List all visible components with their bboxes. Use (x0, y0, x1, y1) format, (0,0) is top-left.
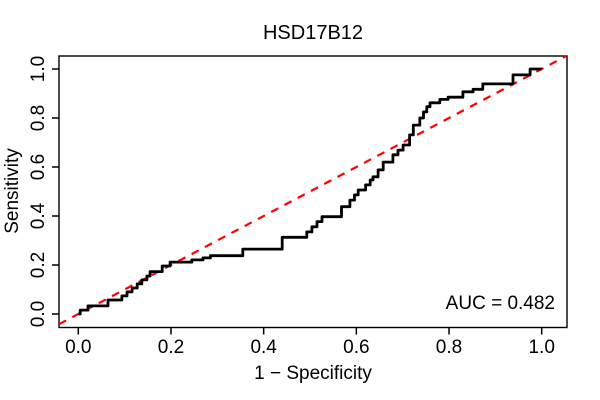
y-tick-label: 0.0 (28, 301, 49, 327)
y-tick-label: 0.6 (28, 154, 49, 180)
y-tick-label: 0.4 (28, 202, 49, 229)
y-tick-label: 0.2 (28, 252, 49, 278)
x-tick-label: 0.0 (65, 337, 91, 358)
auc-annotation: AUC = 0.482 (446, 293, 555, 314)
x-tick-label: 0.2 (158, 337, 184, 358)
x-axis-label: 1 − Specificity (254, 363, 372, 384)
diagonal-reference-line (58, 55, 567, 326)
y-tick-label: 0.8 (28, 105, 49, 131)
plot-box (58, 55, 568, 329)
x-tick-label: 1.0 (528, 337, 554, 358)
x-tick-label: 0.8 (436, 337, 462, 358)
y-axis: 0.0 0.2 0.4 0.6 0.8 1.0 (28, 56, 59, 327)
x-axis: 0.0 0.2 0.4 0.6 0.8 1.0 (65, 327, 555, 358)
roc-curve (78, 67, 542, 316)
y-axis-label: Sensitivity (2, 148, 23, 234)
x-tick-label: 0.6 (343, 337, 369, 358)
y-tick-label: 1.0 (28, 56, 49, 82)
x-tick-label: 0.4 (250, 337, 277, 358)
chart-title: HSD17B12 (263, 22, 363, 44)
